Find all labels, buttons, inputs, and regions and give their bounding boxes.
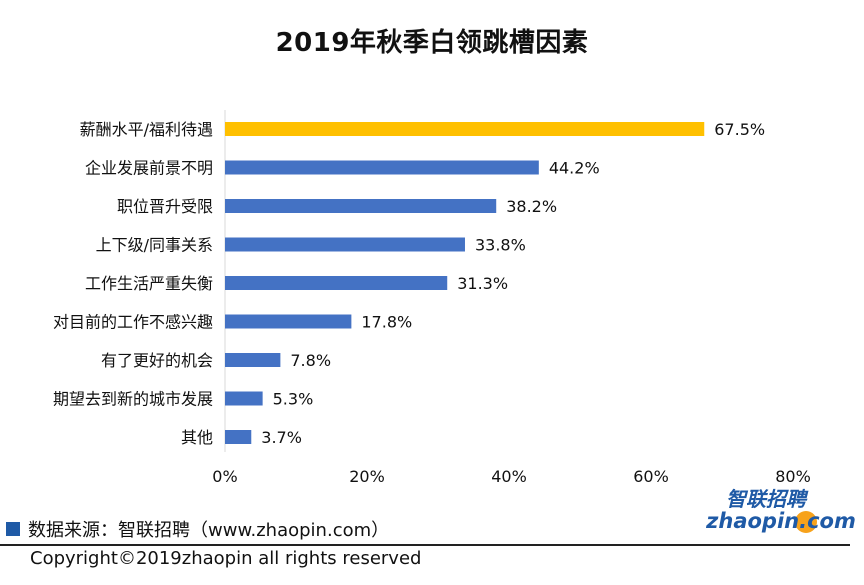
source-text: 数据来源：智联招聘（www.zhaopin.com）	[28, 520, 390, 541]
value-label: 38.2%	[506, 197, 557, 216]
bar-chart: 薪酬水平/福利待遇 67.5% 企业发展前景不明 44.2% 职位晋升受限 38.2% 上下…	[53, 110, 811, 486]
chart-title: 2019年秋季白领跳槽因素	[275, 28, 589, 58]
value-label: 5.3%	[273, 390, 314, 409]
category-label: 工作生活严重失衡	[85, 274, 213, 293]
category-label: 职位晋升受限	[117, 197, 213, 216]
logo-en-text: zhaopin.com	[706, 509, 856, 533]
zhaopin-logo: 智联招聘 zhaopin.com	[706, 487, 856, 533]
footer-divider	[0, 544, 850, 546]
value-label: 3.7%	[261, 428, 302, 447]
value-label: 33.8%	[475, 236, 526, 255]
category-label: 有了更好的机会	[101, 351, 213, 370]
bar-2	[225, 199, 497, 213]
x-tick-label: 40%	[491, 467, 527, 486]
data-source: 数据来源：智联招聘（www.zhaopin.com）	[6, 516, 389, 542]
source-marker-icon	[6, 522, 20, 536]
value-label: 17.8%	[361, 313, 412, 332]
value-label: 7.8%	[290, 351, 331, 370]
category-label: 期望去到新的城市发展	[53, 390, 213, 409]
value-label: 67.5%	[714, 120, 765, 139]
category-label: 上下级/同事关系	[96, 236, 213, 255]
bar-3	[225, 237, 465, 252]
bar-5	[225, 314, 352, 329]
labels-group: 薪酬水平/福利待遇 67.5% 企业发展前景不明 44.2% 职位晋升受限 38.2% 上下…	[53, 120, 811, 486]
x-tick-label: 80%	[775, 467, 811, 486]
bars-group	[225, 122, 705, 444]
value-label: 44.2%	[549, 159, 600, 178]
bar-8	[225, 430, 252, 444]
category-label: 其他	[181, 428, 213, 447]
logo-cn-text: 智联招聘	[726, 487, 809, 511]
bar-6	[225, 353, 281, 367]
value-label: 31.3%	[457, 274, 508, 293]
category-label: 薪酬水平/福利待遇	[80, 120, 213, 139]
category-label: 对目前的工作不感兴趣	[53, 313, 213, 332]
logo-orange-dot	[795, 511, 817, 533]
x-tick-label: 0%	[212, 467, 237, 486]
category-label: 企业发展前景不明	[85, 159, 213, 178]
bar-1	[225, 160, 539, 175]
bar-4	[225, 276, 448, 290]
bar-7	[225, 391, 263, 406]
x-tick-label: 20%	[349, 467, 385, 486]
copyright-text: Copyright©2019zhaopin all rights reserve…	[30, 548, 422, 569]
x-tick-label: 60%	[633, 467, 669, 486]
bar-0	[225, 122, 705, 136]
